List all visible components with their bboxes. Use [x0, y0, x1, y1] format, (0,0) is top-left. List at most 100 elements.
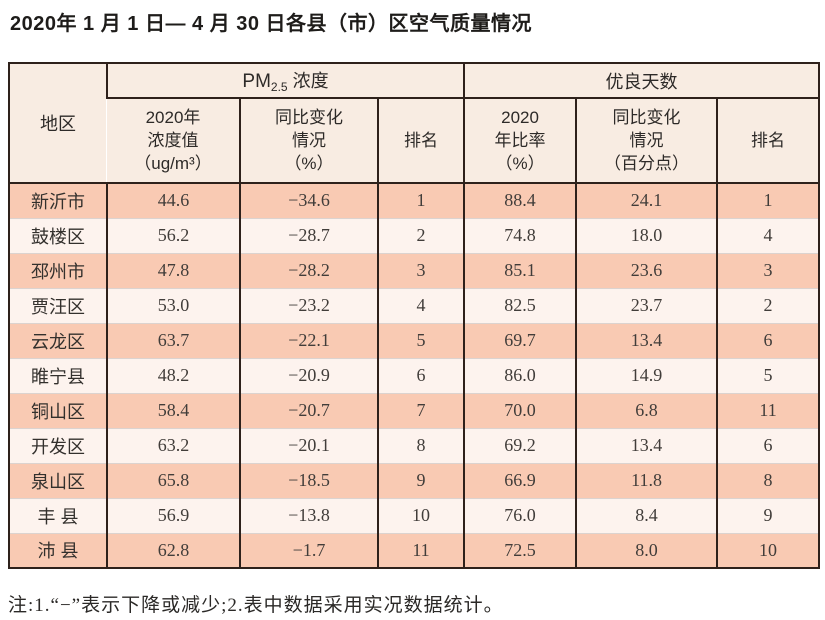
column-header-pm-change: 同比变化 情况 （%）: [239, 98, 378, 184]
table-row: 邳州市 47.8 −28.2 3 85.1 23.6 3: [9, 252, 820, 288]
column-group-good-days: 优良天数: [463, 63, 820, 99]
table-row: 云龙区 63.7 −22.1 5 69.7 13.4 6: [9, 322, 820, 358]
table-header: 地区 PM2.5 浓度 优良天数 2020年 浓度值 （ug/m³） 同比变化 …: [9, 63, 820, 184]
column-header-region: 地区: [9, 63, 107, 184]
value-cell: 63.7: [106, 322, 240, 358]
value-cell: 9: [716, 497, 820, 533]
table-row: 开发区 63.2 −20.1 8 69.2 13.4 6: [9, 427, 820, 463]
group-header-row: 地区 PM2.5 浓度 优良天数: [9, 63, 820, 184]
value-cell: −28.2: [239, 252, 378, 288]
value-cell: 2: [376, 217, 465, 253]
value-cell: 8.4: [575, 497, 718, 533]
region-cell: 邳州市: [9, 252, 107, 288]
value-cell: 56.9: [106, 497, 240, 533]
value-cell: 10: [376, 497, 465, 533]
value-cell: 3: [716, 252, 820, 288]
value-cell: 2: [716, 287, 820, 323]
value-cell: 6.8: [575, 392, 718, 428]
value-cell: 48.2: [106, 357, 240, 393]
column-header-good-change: 同比变化 情况 （百分点）: [575, 98, 718, 184]
value-cell: 53.0: [106, 287, 240, 323]
value-cell: 65.8: [106, 462, 240, 498]
column-header-pm-rank: 排名: [376, 98, 465, 184]
value-cell: 3: [376, 252, 465, 288]
region-cell: 开发区: [9, 427, 107, 463]
region-cell: 云龙区: [9, 322, 107, 358]
value-cell: 11: [376, 532, 465, 568]
value-cell: 5: [716, 357, 820, 393]
value-cell: 23.7: [575, 287, 718, 323]
value-cell: 69.2: [463, 427, 577, 463]
value-cell: −1.7: [239, 532, 378, 568]
footnote: 注:1.“−”表示下降或减少;2.表中数据采用实况数据统计。: [8, 595, 504, 616]
value-cell: 66.9: [463, 462, 577, 498]
value-cell: 44.6: [106, 183, 240, 218]
column-header-good-rate: 2020 年比率 （%）: [463, 98, 577, 184]
value-cell: 5: [376, 322, 465, 358]
region-cell: 铜山区: [9, 392, 107, 428]
pm25-label-suffix: 浓度: [287, 71, 329, 91]
value-cell: 7: [376, 392, 465, 428]
value-cell: 56.2: [106, 217, 240, 253]
value-cell: 23.6: [575, 252, 718, 288]
value-cell: 13.4: [575, 322, 718, 358]
value-cell: −28.7: [239, 217, 378, 253]
value-cell: −23.2: [239, 287, 378, 323]
value-cell: 74.8: [463, 217, 577, 253]
value-cell: 76.0: [463, 497, 577, 533]
pm25-label-base: PM: [242, 71, 271, 92]
value-cell: −18.5: [239, 462, 378, 498]
value-cell: −20.1: [239, 427, 378, 463]
value-cell: 47.8: [106, 252, 240, 288]
table-row: 泉山区 65.8 −18.5 9 66.9 11.8 8: [9, 462, 820, 498]
value-cell: 69.7: [463, 322, 577, 358]
value-cell: −22.1: [239, 322, 378, 358]
table-row: 睢宁县 48.2 −20.9 6 86.0 14.9 5: [9, 357, 820, 393]
region-cell: 沛 县: [9, 532, 107, 568]
value-cell: 4: [716, 217, 820, 253]
table-row: 丰 县 56.9 −13.8 10 76.0 8.4 9: [9, 497, 820, 533]
value-cell: 24.1: [575, 183, 718, 218]
value-cell: 82.5: [463, 287, 577, 323]
value-cell: −20.9: [239, 357, 378, 393]
value-cell: 4: [376, 287, 465, 323]
value-cell: 9: [376, 462, 465, 498]
value-cell: 6: [716, 427, 820, 463]
column-group-pm25: PM2.5 浓度: [105, 63, 465, 99]
value-cell: 11.8: [575, 462, 718, 498]
table-row: 铜山区 58.4 −20.7 7 70.0 6.8 11: [9, 392, 820, 428]
sub-header-row: 2020年 浓度值 （ug/m³） 同比变化 情况 （%） 排名 2020 年比…: [9, 98, 820, 184]
value-cell: 10: [716, 532, 820, 568]
region-cell: 贾汪区: [9, 287, 107, 323]
value-cell: 70.0: [463, 392, 577, 428]
value-cell: 88.4: [463, 183, 577, 218]
value-cell: 86.0: [463, 357, 577, 393]
value-cell: 1: [376, 183, 465, 218]
region-cell: 睢宁县: [9, 357, 107, 393]
table-body: 新沂市 44.6 −34.6 1 88.4 24.1 1 鼓楼区 56.2 −28.7 2 74.8 1…: [9, 183, 820, 568]
table-row: 沛 县 62.8 −1.7 11 72.5 8.0 10: [9, 532, 820, 568]
region-cell: 泉山区: [9, 462, 107, 498]
value-cell: 63.2: [106, 427, 240, 463]
column-header-good-rank: 排名: [716, 98, 820, 184]
air-quality-table: 地区 PM2.5 浓度 优良天数 2020年 浓度值 （ug/m³） 同比变化 …: [8, 62, 821, 569]
value-cell: 11: [716, 392, 820, 428]
region-cell: 新沂市: [9, 183, 107, 218]
value-cell: 18.0: [575, 217, 718, 253]
region-cell: 鼓楼区: [9, 217, 107, 253]
value-cell: 1: [716, 183, 820, 218]
column-header-pm-value: 2020年 浓度值 （ug/m³）: [107, 98, 240, 184]
value-cell: 8: [716, 462, 820, 498]
value-cell: −34.6: [239, 183, 378, 218]
table-row: 新沂市 44.6 −34.6 1 88.4 24.1 1: [9, 183, 820, 218]
value-cell: 58.4: [106, 392, 240, 428]
value-cell: 6: [716, 322, 820, 358]
value-cell: −20.7: [239, 392, 378, 428]
value-cell: 85.1: [463, 252, 577, 288]
table-row: 鼓楼区 56.2 −28.7 2 74.8 18.0 4: [9, 217, 820, 253]
value-cell: −13.8: [239, 497, 378, 533]
region-cell: 丰 县: [9, 497, 107, 533]
table-row: 贾汪区 53.0 −23.2 4 82.5 23.7 2: [9, 287, 820, 323]
value-cell: 13.4: [575, 427, 718, 463]
